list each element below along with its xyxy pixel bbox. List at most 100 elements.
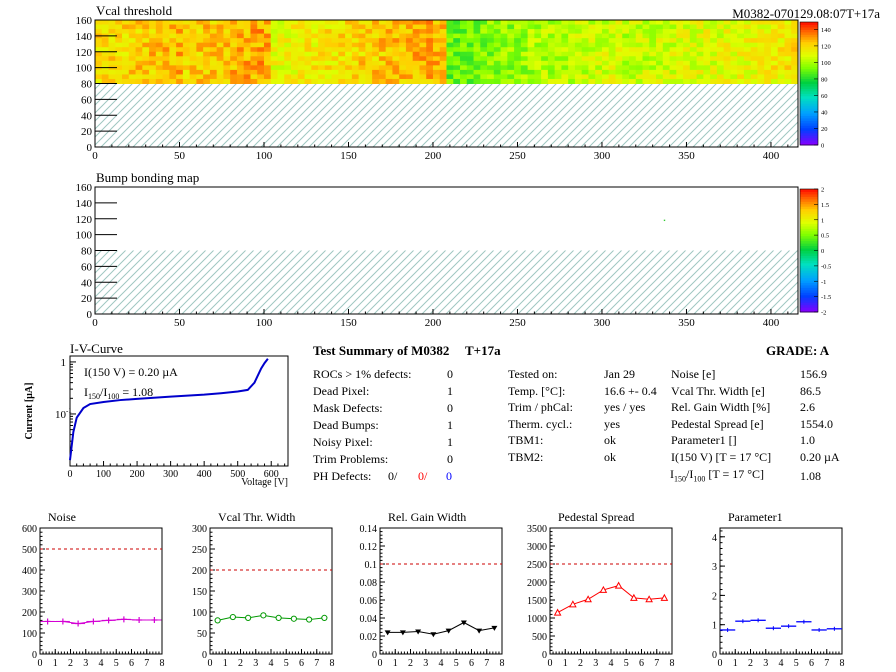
- summary-chart-noise-xtick: 6: [129, 658, 134, 669]
- iv-xtick: 100: [96, 469, 111, 480]
- summary-chart-rel-gain-width-title: Rel. Gain Width: [388, 510, 466, 524]
- iv-annotation-current: I(150 V) = 0.20 µA: [84, 365, 178, 379]
- iv-xtick: 600: [264, 469, 279, 480]
- summary-chart-vcal-thr-width-point: [290, 615, 297, 622]
- summary-chart-vcal-thr-width-point: [275, 614, 282, 621]
- iv-ytick: 1: [61, 357, 67, 369]
- summary-chart-parameter1-xtick: 4: [779, 658, 784, 669]
- summary-chart-vcal-thr-width-frame: [209, 527, 333, 655]
- vcal-threshold-map-xtick: 50: [174, 150, 186, 162]
- bump-bonding-map-palette-tick: -1: [821, 279, 826, 286]
- summary-chart-vcal-thr-width-xtick: 4: [269, 658, 274, 669]
- summary-chart-rel-gain-width-xtick: 1: [393, 658, 398, 669]
- summary-chart-pedestal-spread-xtick: 1: [563, 658, 568, 669]
- bump-bonding-map-xtick: 300: [594, 317, 611, 329]
- vcal-threshold-map-hatched-region: [95, 83, 798, 147]
- vcal-threshold-map-xtick: 250: [509, 150, 526, 162]
- summary-chart-pedestal-spread-ytick: 500: [532, 632, 547, 643]
- bump-bonding-map-xtick: 400: [763, 317, 780, 329]
- summary-chart-vcal-thr-width-xtick: 1: [223, 658, 228, 669]
- iv-xtick: 400: [197, 469, 212, 480]
- bump-bonding-map-xtick: 250: [509, 317, 526, 329]
- bump-bonding-map-xtick: 350: [678, 317, 695, 329]
- summary-chart-pedestal-spread-ytick: 2000: [527, 578, 547, 589]
- summary-chart-pedestal-spread-xtick: 2: [578, 658, 583, 669]
- bump-bonding-map-palette-tick: 1: [821, 217, 824, 224]
- summary-chart-noise-ytick: 100: [22, 629, 37, 640]
- bump-bonding-map-palette-tick: -2: [821, 310, 826, 317]
- summary-chart-pedestal-spread-series-line: [557, 585, 665, 614]
- summary-chart-rel-gain-width-xtick: 6: [469, 658, 474, 669]
- summary-chart-pedestal-spread-ytick: 0: [542, 650, 547, 661]
- summary-chart-rel-gain-width-xtick: 8: [500, 658, 505, 669]
- summary-chart-noise-ytick: 0: [32, 650, 37, 661]
- summary-chart-vcal-thr-width-point: [321, 614, 328, 621]
- summary-chart-parameter1-xtick: 1: [733, 658, 738, 669]
- summary-chart-pedestal-spread-point: [584, 595, 592, 603]
- summary-chart-pedestal-spread-point: [569, 600, 577, 608]
- summary-chart-pedestal-spread-xtick: 5: [624, 658, 629, 669]
- iv-series-line: [69, 358, 269, 461]
- bump-bonding-map-palette-tick: -1.5: [821, 294, 831, 301]
- summary-chart-noise-title: Noise: [48, 510, 76, 524]
- bump-bonding-map-palette-tick: 2: [821, 187, 824, 194]
- vcal-threshold-map-ytick: 20: [81, 126, 93, 138]
- summary-chart-pedestal-spread-xtick: 7: [654, 658, 659, 669]
- summary-chart-noise-xtick: 7: [144, 658, 149, 669]
- vcal-threshold-map-ytick: 40: [81, 110, 93, 122]
- vcal-threshold-map-palette-tick: 40: [821, 109, 828, 116]
- vcal-threshold-map-cells: [95, 20, 799, 84]
- summary-chart-noise-xtick: 1: [53, 658, 58, 669]
- summary-chart-noise-ytick: 400: [22, 566, 37, 577]
- summary-chart-vcal-thr-width-point: [229, 613, 236, 621]
- summary-chart-rel-gain-width-ytick: 0.14: [360, 524, 378, 535]
- vcal-threshold-map-xtick: 150: [340, 150, 357, 162]
- vcal-threshold-map-palette-tick: 100: [821, 60, 831, 67]
- summary-chart-parameter1-ytick: 4: [712, 533, 717, 544]
- summary-chart-parameter1-xtick: 5: [794, 658, 799, 669]
- vcal-threshold-map-title: Vcal threshold: [96, 3, 173, 18]
- summary-chart-rel-gain-width-xtick: 0: [378, 658, 383, 669]
- bump-bonding-map-palette-tick: -0.5: [821, 263, 831, 270]
- iv-xtick: 300: [163, 469, 178, 480]
- iv-xlabel: Voltage [V]: [241, 477, 288, 488]
- bump-bonding-map-ytick: 100: [76, 230, 93, 242]
- vcal-threshold-map-xtick: 350: [678, 150, 695, 162]
- vcal-threshold-map-palette-tick: 120: [821, 43, 831, 50]
- summary-chart-vcal-thr-width-xtick: 0: [208, 658, 213, 669]
- summary-chart-vcal-thr-width-point: [260, 612, 267, 619]
- summary-chart-parameter1-xtick: 7: [824, 658, 829, 669]
- summary-chart-vcal-thr-width-xtick: 6: [299, 658, 304, 669]
- summary-chart-noise-frame: [39, 527, 163, 655]
- summary-chart-rel-gain-width-ytick: 0.08: [360, 578, 378, 589]
- summary-chart-parameter1-ytick: 3: [712, 562, 717, 573]
- summary-chart-pedestal-spread-frame: [549, 527, 673, 655]
- vcal-threshold-map-xtick: 300: [594, 150, 611, 162]
- summary-chart-vcal-thr-width-xtick: 7: [314, 658, 319, 669]
- bump-bonding-map-ytick: 140: [76, 198, 93, 210]
- summary-chart-noise-xtick: 8: [160, 658, 165, 669]
- bump-bonding-map-ytick: 60: [81, 261, 93, 273]
- bump-bonding-map-xtick: 0: [92, 317, 98, 329]
- summary-chart-rel-gain-width-point: [415, 629, 422, 635]
- summary-chart-pedestal-spread-point: [553, 608, 562, 616]
- vcal-threshold-map-ytick: 140: [76, 31, 93, 43]
- summary-chart-noise-xtick: 3: [83, 658, 88, 669]
- vcal-threshold-map-ytick: 120: [76, 47, 93, 59]
- summary-chart-parameter1-xtick: 6: [809, 658, 814, 669]
- iv-xtick: 0: [68, 469, 73, 480]
- module-tag: M0382-070129.08:07T+17a: [732, 6, 880, 21]
- summary-chart-rel-gain-width-ytick: 0: [372, 650, 377, 661]
- iv-curve: I-V-Curve 0 100 200 300 400 500 600 10 -1 1 Current…: [24, 341, 289, 488]
- summary-chart-rel-gain-width-point: [399, 630, 406, 636]
- iv-ytick: 10: [55, 409, 67, 421]
- summary-chart-pedestal-spread-point: [660, 593, 669, 601]
- summary-chart-parameter1-frame: [719, 527, 843, 655]
- bump-bonding-map-xtick: 100: [256, 317, 273, 329]
- summary-chart-pedestal-spread: Pedestal Spread 0 500 1000 1500 2000 2500 3000 3…: [527, 510, 675, 669]
- bump-bonding-map-point: [663, 219, 666, 222]
- summary-chart-rel-gain-width-point: [430, 632, 437, 638]
